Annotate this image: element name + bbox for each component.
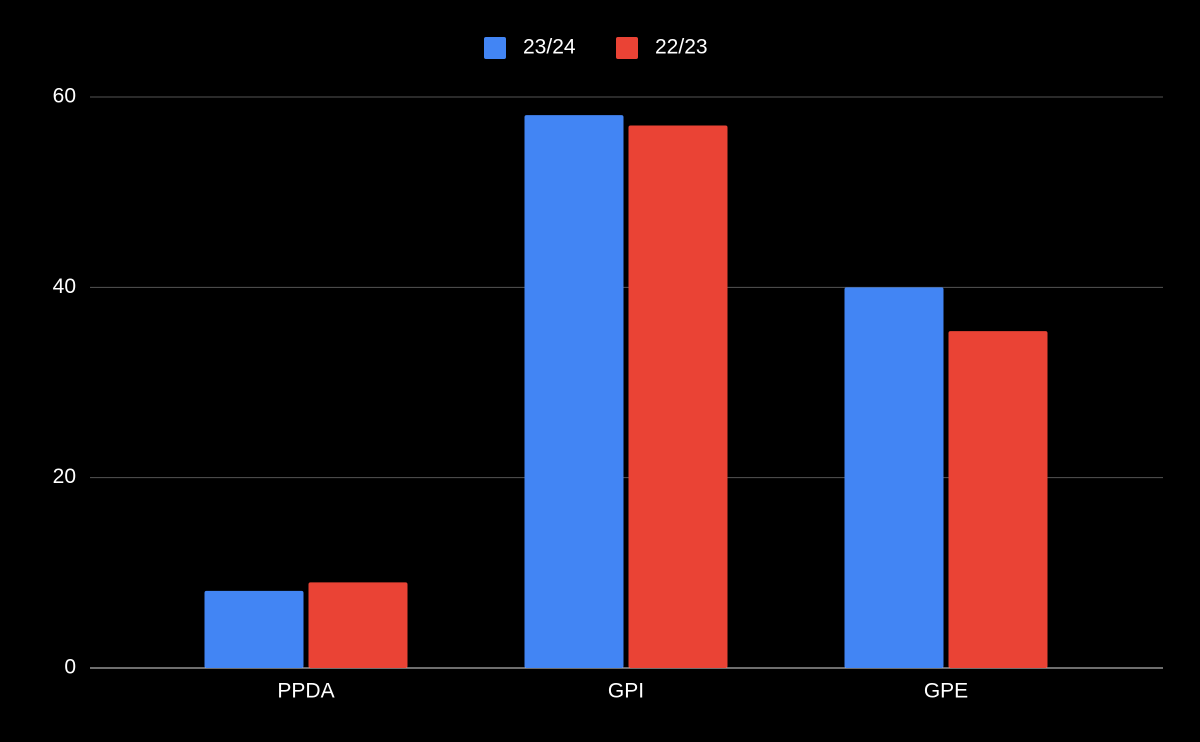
legend-label: 22/23 [655,36,708,59]
legend-swatch [616,37,638,59]
bar [628,125,728,669]
y-tick-label: 20 [53,465,76,488]
bar [308,582,408,668]
bar [948,331,1048,668]
legend-label: 23/24 [523,36,576,59]
bar [524,115,624,668]
y-tick-label: 0 [64,656,76,679]
x-tick-label: PPDA [277,680,334,703]
y-tick-label: 60 [53,85,76,108]
y-tick-label: 40 [53,275,76,298]
bar [844,287,944,668]
x-tick-label: GPE [924,680,968,703]
bar [204,590,304,668]
legend-swatch [484,37,506,59]
x-tick-label: GPI [608,680,644,703]
